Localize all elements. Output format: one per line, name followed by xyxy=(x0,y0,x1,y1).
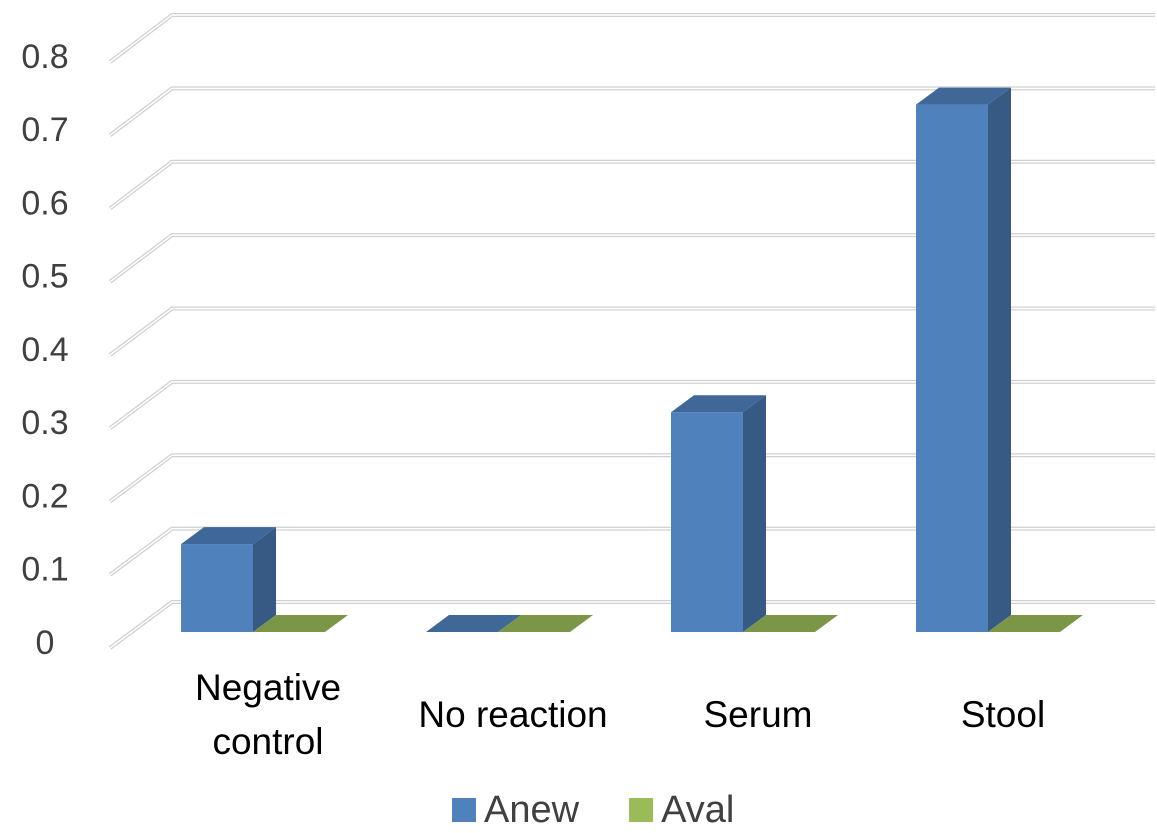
y-tick-label: 0.2 xyxy=(21,477,68,515)
grid-line xyxy=(109,381,1155,429)
bar-top xyxy=(916,87,1011,105)
grid-line xyxy=(108,13,1155,64)
bar xyxy=(916,87,1011,633)
y-tick-label: 0.6 xyxy=(21,184,68,222)
x-tick-label: Negative control xyxy=(194,667,342,762)
bar-front xyxy=(181,544,253,632)
bar-top xyxy=(988,615,1083,632)
bar-top xyxy=(671,395,766,413)
grid-line xyxy=(109,307,1155,356)
grid-line xyxy=(109,234,1155,283)
grid-line xyxy=(109,161,1155,210)
bar-side xyxy=(743,395,766,632)
grid-line xyxy=(109,14,1155,63)
y-tick-label: 0 xyxy=(36,624,55,662)
grid-line xyxy=(109,601,1155,649)
bar-top xyxy=(181,527,276,545)
bar xyxy=(426,615,521,632)
legend-label: Anew xyxy=(484,789,580,831)
bar xyxy=(181,527,276,632)
y-tick-label: 0.4 xyxy=(21,331,68,369)
grid-line xyxy=(109,527,1155,576)
legend-label: Aval xyxy=(661,789,734,831)
x-tick-label: No reaction xyxy=(418,694,608,735)
bar xyxy=(253,615,348,632)
bar-front xyxy=(916,104,988,633)
grid-line xyxy=(109,87,1155,136)
y-tick-label: 0.8 xyxy=(21,38,68,76)
legend-swatch xyxy=(629,798,654,822)
x-tick-label: Stool xyxy=(960,694,1046,735)
y-tick-label: 0.1 xyxy=(21,551,68,589)
bar-top xyxy=(426,615,521,632)
y-tick-label: 0.7 xyxy=(21,111,68,149)
bar xyxy=(671,395,766,632)
bar-front xyxy=(671,412,743,632)
bar-side xyxy=(253,527,276,632)
x-tick-label: Serum xyxy=(703,694,813,735)
bar-side xyxy=(988,87,1011,633)
bar xyxy=(498,615,593,632)
grid-line xyxy=(109,454,1155,503)
y-tick-label: 0.3 xyxy=(21,404,68,442)
y-tick-label: 0.5 xyxy=(21,258,68,296)
legend-swatch xyxy=(452,798,476,822)
bar-top xyxy=(498,615,593,632)
bar-top xyxy=(253,615,348,632)
bar xyxy=(743,615,838,632)
bar xyxy=(988,615,1083,632)
bar-top xyxy=(743,615,838,632)
